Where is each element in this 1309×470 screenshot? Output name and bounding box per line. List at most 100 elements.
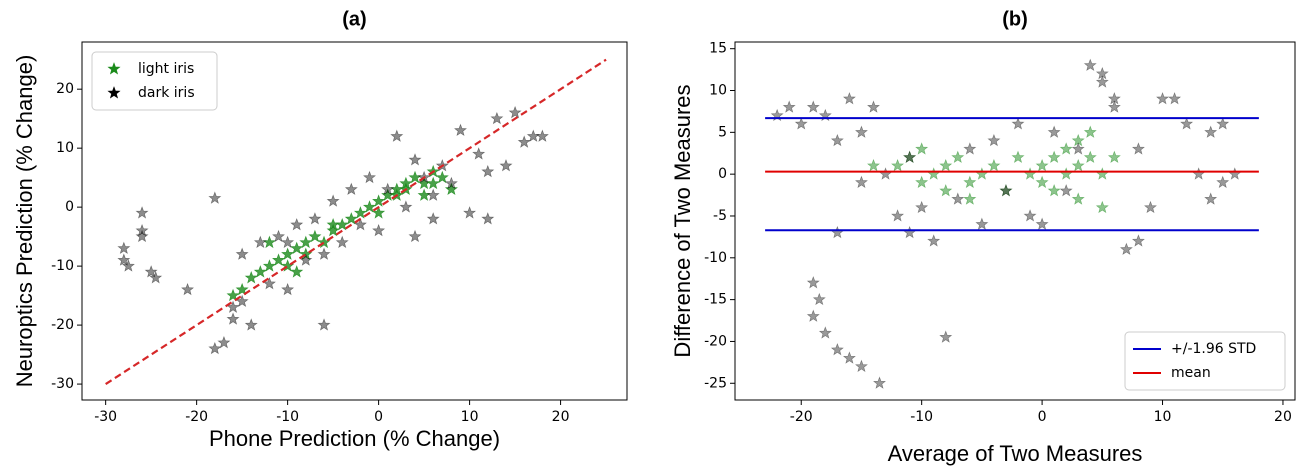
y-tick-label: 0 xyxy=(65,199,74,215)
star-point xyxy=(1095,200,1109,214)
star-point xyxy=(299,235,313,249)
star-point xyxy=(975,167,989,180)
star-point xyxy=(1180,117,1194,130)
star-point xyxy=(927,234,941,247)
x-tick-label: 20 xyxy=(552,409,570,425)
star-point xyxy=(1107,100,1121,113)
star-point xyxy=(381,182,395,195)
star-point xyxy=(1131,234,1145,247)
star-point xyxy=(326,223,340,237)
y-tick-label: -5 xyxy=(713,208,727,224)
star-point xyxy=(362,200,377,213)
star-point xyxy=(939,184,953,197)
star-point xyxy=(1095,75,1109,88)
star-point xyxy=(408,229,422,243)
star-point xyxy=(1023,209,1037,222)
y-tick-label: 0 xyxy=(718,166,727,182)
star-point xyxy=(499,159,513,172)
star-point xyxy=(290,241,304,254)
chart-title: (b) xyxy=(1002,8,1028,30)
star-point xyxy=(372,223,386,237)
star-point xyxy=(326,194,340,207)
y-tick-label: -20 xyxy=(704,333,727,349)
star-point xyxy=(872,376,887,389)
star-point xyxy=(915,200,929,214)
star-point xyxy=(235,282,249,296)
star-point xyxy=(526,129,540,142)
y-axis-label: Difference of Two Measures xyxy=(670,84,695,357)
star-point xyxy=(975,217,989,230)
star-point xyxy=(842,92,856,105)
star-point xyxy=(408,170,422,184)
star-point xyxy=(281,282,295,296)
legend-box xyxy=(1124,331,1286,391)
star-point xyxy=(1059,142,1073,155)
star-point xyxy=(951,150,965,163)
star-point xyxy=(1204,125,1218,138)
x-tick-label: -10 xyxy=(910,409,933,425)
star-point xyxy=(866,158,881,172)
star-point xyxy=(272,253,286,266)
legend-marker xyxy=(107,62,121,75)
star-point xyxy=(281,235,295,249)
star-point xyxy=(1083,58,1097,71)
axes-frame xyxy=(81,41,628,401)
star-point xyxy=(344,212,358,225)
star-point xyxy=(903,150,917,163)
star-point xyxy=(508,105,522,119)
star-point xyxy=(208,191,222,204)
y-tick-label: -15 xyxy=(704,292,727,308)
star-point xyxy=(987,133,1001,147)
star-point xyxy=(1143,200,1158,214)
star-point xyxy=(317,318,331,331)
star-point xyxy=(842,351,856,364)
star-point xyxy=(1168,92,1182,105)
star-point xyxy=(517,135,531,148)
y-tick-label: -10 xyxy=(51,258,74,274)
star-point xyxy=(1059,184,1073,197)
star-point xyxy=(1216,175,1230,189)
star-point xyxy=(1047,150,1061,163)
star-point xyxy=(253,265,267,278)
star-point xyxy=(135,229,149,243)
star-point xyxy=(444,176,458,190)
reference-line xyxy=(105,58,607,385)
star-point xyxy=(135,206,149,219)
star-point xyxy=(963,175,977,189)
star-point xyxy=(262,259,276,272)
star-point xyxy=(272,229,286,243)
star-point xyxy=(939,158,953,172)
star-point xyxy=(1083,150,1097,163)
legend-box xyxy=(91,51,218,111)
star-point xyxy=(344,182,358,195)
star-point xyxy=(444,182,458,195)
star-point xyxy=(362,170,377,184)
x-tick-label: -10 xyxy=(276,409,299,425)
star-point xyxy=(117,253,131,266)
x-tick-label: 20 xyxy=(1274,409,1292,425)
star-point xyxy=(1228,167,1242,180)
legend-label: mean xyxy=(1171,365,1211,381)
x-tick-label: -30 xyxy=(94,409,117,425)
star-point xyxy=(1119,242,1133,255)
star-point xyxy=(244,318,258,331)
star-point xyxy=(317,247,331,260)
star-point xyxy=(426,212,440,225)
y-tick-label: 10 xyxy=(56,140,74,156)
star-point xyxy=(290,217,304,231)
star-point xyxy=(144,265,158,278)
star-point xyxy=(1011,117,1025,130)
star-point xyxy=(1071,192,1085,205)
star-point xyxy=(308,212,322,225)
star-point xyxy=(426,188,440,201)
star-point xyxy=(149,271,163,284)
y-tick-label: 15 xyxy=(709,41,727,57)
star-point xyxy=(1059,167,1073,180)
x-tick-label: 0 xyxy=(1038,409,1047,425)
legend-label: dark iris xyxy=(138,85,195,101)
star-point xyxy=(830,342,844,356)
chart-title: (a) xyxy=(342,8,366,30)
star-point xyxy=(830,133,844,147)
star-point xyxy=(372,194,386,207)
